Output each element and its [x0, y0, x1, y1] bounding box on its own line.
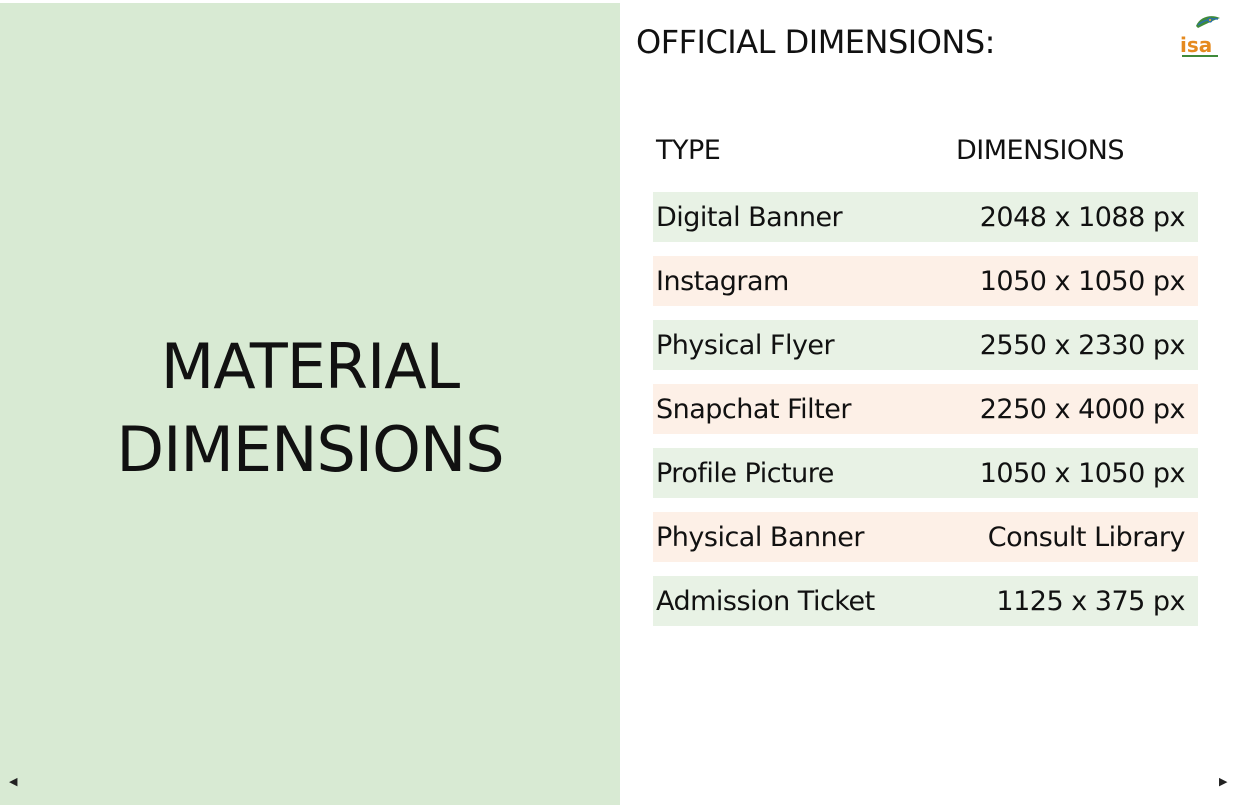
row-type: Physical Banner	[656, 521, 864, 553]
slide-title-line-2: DIMENSIONS	[116, 413, 504, 486]
row-type: Physical Flyer	[656, 329, 835, 361]
row-dimensions: 1125 x 375 px	[996, 585, 1185, 617]
table-row: Profile Picture 1050 x 1050 px	[653, 448, 1198, 498]
slide-title: MATERIAL DIMENSIONS	[0, 325, 620, 491]
table-row: Physical Flyer 2550 x 2330 px	[653, 320, 1198, 370]
triangle-right-icon[interactable]: ▶	[1219, 775, 1228, 788]
header-type: TYPE	[656, 134, 721, 166]
row-type: Instagram	[656, 265, 789, 297]
row-dimensions: 2250 x 4000 px	[979, 393, 1186, 425]
table-row: Physical Banner Consult Library	[653, 512, 1198, 562]
triangle-left-icon[interactable]: ◀	[9, 775, 18, 788]
slide-title-line-1: MATERIAL	[160, 330, 460, 403]
row-type: Profile Picture	[656, 457, 834, 489]
table-row: Instagram 1050 x 1050 px	[653, 256, 1198, 306]
title-panel: MATERIAL DIMENSIONS	[0, 3, 620, 805]
dimensions-table: TYPE DIMENSIONS Digital Banner 2048 x 10…	[653, 125, 1198, 640]
header-dimensions: DIMENSIONS	[956, 134, 1125, 166]
section-title: OFFICIAL DIMENSIONS:	[636, 23, 995, 61]
table-header: TYPE DIMENSIONS	[653, 125, 1198, 175]
svg-text:isa: isa	[1180, 33, 1212, 57]
table-row: Snapchat Filter 2250 x 4000 px	[653, 384, 1198, 434]
table-row: Admission Ticket 1125 x 375 px	[653, 576, 1198, 626]
row-type: Digital Banner	[656, 201, 843, 233]
row-type: Snapchat Filter	[656, 393, 851, 425]
peacock-feather-logo-icon: isa	[1180, 16, 1220, 57]
table-row: Digital Banner 2048 x 1088 px	[653, 192, 1198, 242]
row-dimensions: 1050 x 1050 px	[979, 457, 1186, 489]
row-type: Admission Ticket	[656, 585, 875, 617]
row-dimensions: 1050 x 1050 px	[979, 265, 1186, 297]
isa-logo: isa	[1176, 12, 1224, 60]
row-dimensions: Consult Library	[987, 521, 1186, 553]
row-dimensions: 2048 x 1088 px	[979, 201, 1186, 233]
row-dimensions: 2550 x 2330 px	[979, 329, 1186, 361]
